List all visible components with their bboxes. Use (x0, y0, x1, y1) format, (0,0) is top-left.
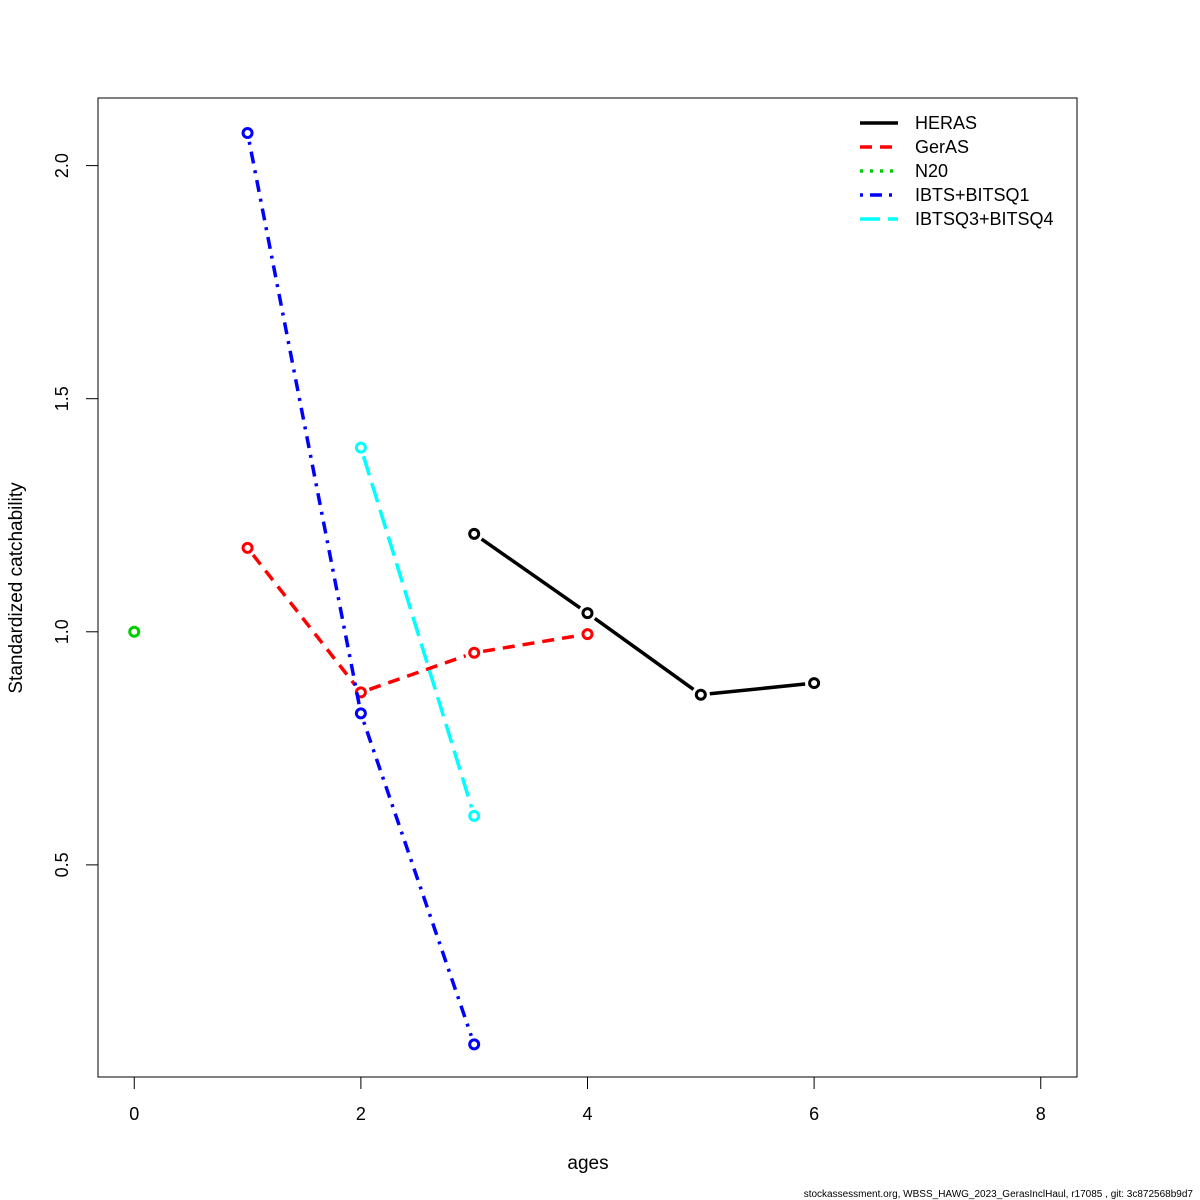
x-tick-label: 2 (356, 1104, 366, 1124)
y-tick-label: 2.0 (52, 153, 72, 178)
data-point (241, 126, 254, 139)
data-point (128, 625, 141, 638)
series-segment (480, 537, 582, 610)
x-tick-label: 4 (582, 1104, 592, 1124)
y-tick-label: 1.0 (52, 619, 72, 644)
legend-label: GerAS (915, 137, 969, 157)
data-point (694, 688, 707, 701)
x-axis-title: ages (567, 1153, 608, 1174)
series-segment (593, 616, 695, 691)
y-tick-label: 1.5 (52, 386, 72, 411)
data-point (581, 607, 594, 620)
series-n20 (128, 625, 141, 638)
y-axis: 0.5 1.0 1.5 2.0 (52, 153, 99, 877)
plot-frame (97, 97, 1078, 1078)
series-layer (128, 126, 821, 1051)
legend-label: HERAS (915, 113, 977, 133)
series-segment (709, 682, 806, 696)
legend-label: IBTSQ3+BITSQ4 (915, 209, 1054, 229)
data-point (468, 1038, 481, 1051)
series-geras (241, 541, 594, 699)
series-segment (251, 553, 357, 687)
series-ibtsq3-bitsq4 (354, 441, 481, 822)
series-heras (468, 527, 821, 701)
series-segment (482, 633, 579, 654)
data-point (354, 707, 367, 720)
footer-note: stockassessment.org, WBSS_HAWG_2023_Gera… (804, 1189, 1194, 1200)
data-point (468, 809, 481, 822)
x-tick-label: 6 (809, 1104, 819, 1124)
data-point (468, 527, 481, 540)
y-tick-label: 0.5 (52, 852, 72, 877)
series-segment (368, 654, 467, 692)
series-segment (362, 721, 473, 1037)
data-point (354, 441, 367, 454)
x-axis: 0 2 4 6 8 (129, 1076, 1046, 1124)
x-tick-label: 0 (129, 1104, 139, 1124)
data-point (468, 646, 481, 659)
data-point (354, 686, 367, 699)
legend: HERAS GerAS N20 IBTS+BITSQ1 IBTSQ3+BITSQ4 (860, 113, 1054, 229)
series-segment (361, 455, 474, 808)
series-segment (247, 141, 361, 705)
data-point (808, 677, 821, 690)
data-point (581, 628, 594, 641)
series-ibts-bitsq1 (241, 126, 481, 1051)
x-tick-label: 8 (1036, 1104, 1046, 1124)
legend-label: IBTS+BITSQ1 (915, 185, 1030, 205)
y-axis-title: Standardized catchability (6, 482, 27, 694)
data-point (241, 541, 254, 554)
legend-label: N20 (915, 161, 948, 181)
